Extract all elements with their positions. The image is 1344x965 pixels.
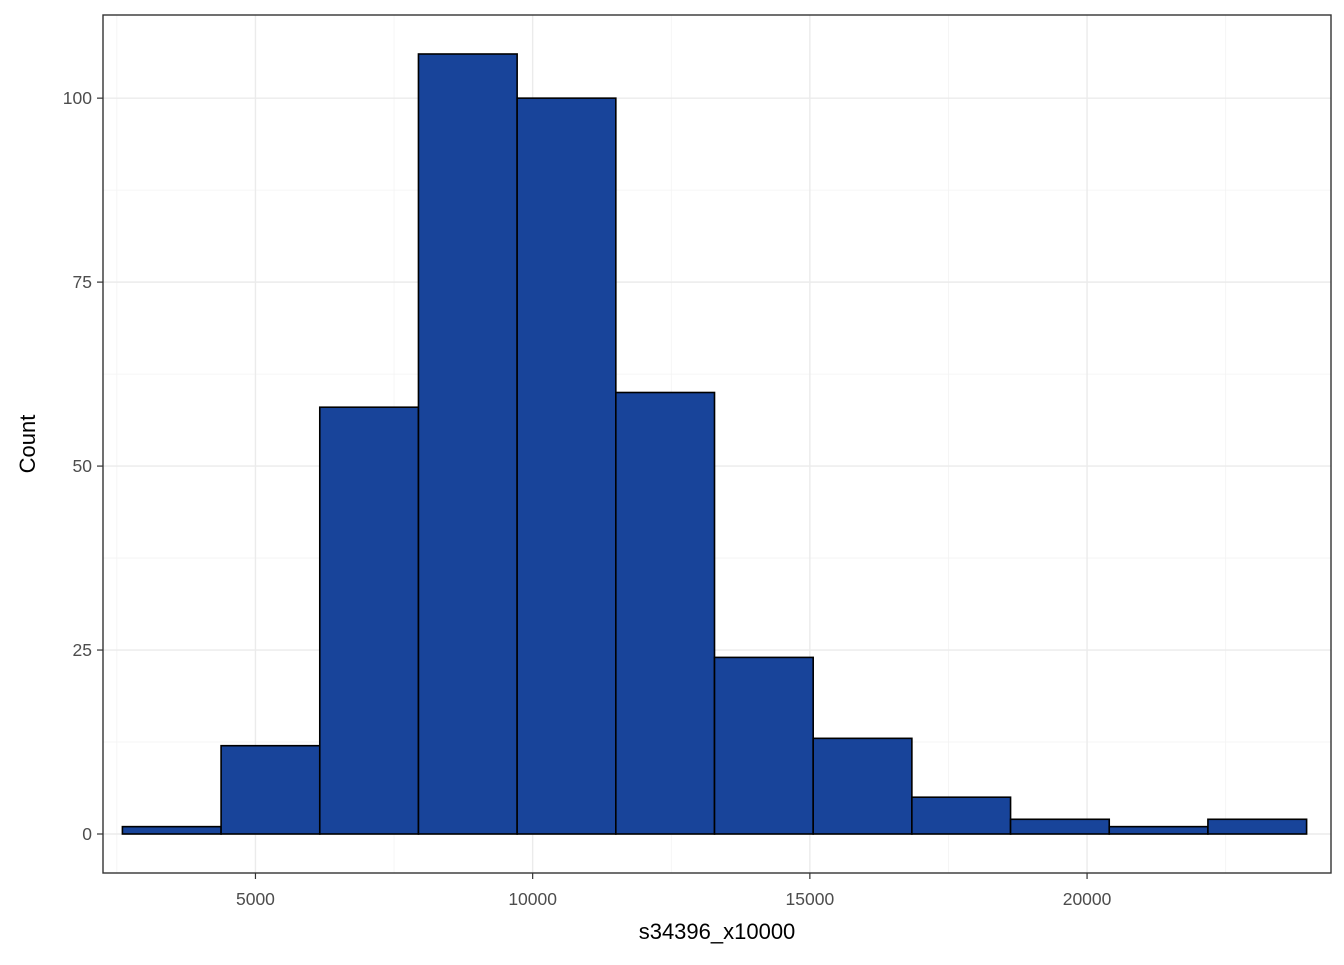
histogram-bars — [121, 53, 1308, 835]
histogram-bar — [516, 97, 617, 835]
x-tick-label: 20000 — [1063, 889, 1112, 909]
x-tick-label: 5000 — [236, 889, 275, 909]
histogram-bar — [417, 53, 518, 835]
histogram-bar — [911, 796, 1012, 835]
histogram-bar — [121, 825, 222, 835]
x-axis-title: s34396_x10000 — [639, 919, 796, 944]
y-tick-label: 25 — [73, 640, 92, 660]
histogram-bar — [1207, 818, 1308, 835]
y-tick-label: 50 — [73, 456, 93, 476]
y-tick-label: 100 — [63, 88, 92, 108]
histogram-bar — [1009, 818, 1111, 835]
x-tick-label: 15000 — [786, 889, 835, 909]
y-axis-title: Count — [15, 415, 40, 474]
histogram-bar — [812, 737, 913, 835]
histogram-bar — [615, 391, 716, 835]
histogram-bar — [713, 656, 814, 835]
histogram-bar — [318, 406, 420, 835]
x-tick-label: 10000 — [508, 889, 557, 909]
y-tick-label: 0 — [82, 824, 92, 844]
histogram-bar — [220, 744, 321, 835]
x-axis-ticks: 5000 10000 15000 20000 — [236, 873, 1112, 909]
plot-panel-border — [102, 14, 1332, 874]
y-axis-ticks: 0 25 50 75 100 — [63, 88, 103, 844]
histogram-bar — [1108, 825, 1209, 835]
y-tick-label: 75 — [73, 272, 92, 292]
